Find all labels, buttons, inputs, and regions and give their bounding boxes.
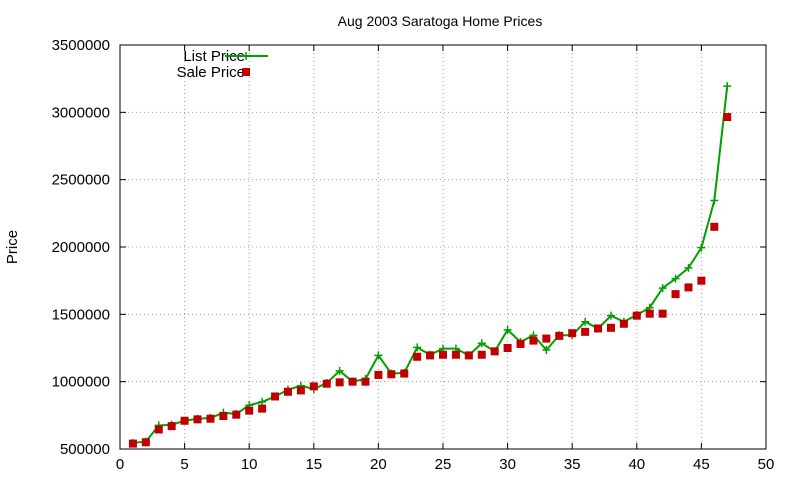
sale-price-point (426, 351, 435, 360)
sale-price-point (258, 404, 267, 413)
sale-price-point (193, 415, 202, 424)
list-price-point (542, 346, 551, 355)
list-price-point (710, 196, 719, 205)
sale-price-point (645, 309, 654, 318)
sale-price-point (594, 324, 603, 333)
y-tick-label: 500000 (60, 441, 110, 458)
legend-swatch-list-price (225, 52, 268, 60)
sale-price-point (503, 344, 512, 352)
y-tick-label: 3500000 (52, 37, 110, 54)
sale-price-point (439, 350, 447, 359)
sale-price-point (658, 309, 667, 318)
list-price-point (413, 343, 422, 352)
sale-price-point (542, 334, 551, 343)
x-tick-label: 15 (305, 456, 322, 473)
sale-price-point (555, 331, 564, 340)
sale-price-point (283, 387, 292, 396)
sale-price-point (529, 336, 538, 345)
list-price-line (132, 85, 729, 444)
sale-price-point (451, 350, 460, 359)
axis-ticks (119, 44, 767, 450)
sale-price-point (568, 329, 577, 338)
grid-lines (120, 45, 766, 449)
sale-price-point (723, 113, 732, 122)
sale-price-point (374, 370, 383, 379)
list-price-point (258, 397, 267, 406)
x-tick-label: 40 (628, 456, 645, 473)
sale-price-point (619, 319, 628, 328)
x-tick-label: 30 (499, 456, 516, 473)
legend-swatch-sale-price (242, 68, 250, 76)
y-tick-labels: 500000 1000000 1500000 2000000 2500000 300000… (52, 37, 110, 458)
legend-label-list-price: List Price (183, 48, 245, 65)
sale-price-point (606, 323, 615, 332)
list-price-point (723, 82, 732, 91)
list-price-point (606, 311, 615, 320)
y-tick-label: 1500000 (52, 306, 110, 323)
x-tick-label: 25 (435, 456, 452, 473)
sale-price-point (154, 425, 163, 434)
sale-price-point (671, 290, 680, 299)
sale-price-point (361, 377, 370, 386)
y-tick-label: 2000000 (52, 239, 110, 256)
sale-price-point (477, 350, 486, 359)
list-price-point (658, 284, 667, 293)
series-layer (128, 82, 732, 448)
sale-price-point (271, 392, 280, 401)
sale-price-point (348, 377, 357, 386)
sale-price-point (309, 382, 318, 391)
y-tick-label: 1000000 (52, 374, 110, 391)
sale-price-point (128, 439, 137, 448)
sale-price-point (180, 416, 189, 425)
legend-item-list-price: List Price (183, 48, 268, 65)
x-tick-label: 35 (564, 456, 581, 473)
sale-price-point (697, 276, 706, 285)
sale-price-point (387, 370, 396, 379)
x-tick-label: 5 (180, 456, 188, 473)
legend-sale-marker (242, 68, 250, 76)
sale-price-point (296, 386, 305, 395)
legend: List Price Sale Price (177, 48, 268, 81)
x-tick-labels: 0 5 10 15 20 25 30 35 40 45 50 (116, 456, 775, 473)
legend-label-sale-price: Sale Price (177, 64, 245, 81)
sale-price-point (413, 352, 422, 361)
sale-price-point (335, 378, 344, 387)
list-price-point (503, 325, 512, 334)
sale-price-point (232, 410, 241, 419)
list-price-point (335, 366, 344, 375)
sale-price-point (490, 347, 499, 356)
y-tick-label: 3000000 (52, 104, 110, 121)
legend-list-marker (242, 52, 250, 60)
sale-price-point (581, 327, 590, 336)
list-price-point (697, 243, 706, 252)
sale-price-point (632, 311, 641, 320)
sale-price-point (141, 438, 150, 447)
list-price-point (671, 274, 680, 283)
x-tick-label: 45 (693, 456, 710, 473)
list-price-point (581, 317, 590, 326)
list-price-point (684, 263, 693, 272)
x-tick-label: 50 (758, 456, 775, 473)
legend-item-sale-price: Sale Price (177, 64, 250, 81)
x-tick-label: 20 (370, 456, 387, 473)
sale-price-point (206, 414, 215, 423)
list-price-point (477, 339, 486, 348)
sale-price-point (516, 339, 525, 348)
sale-price-point (167, 422, 176, 431)
sale-price-point (219, 412, 228, 421)
x-tick-label: 10 (241, 456, 258, 473)
sale-price-point (464, 351, 473, 360)
y-axis-label: Price (4, 230, 21, 264)
chart-title: Aug 2003 Saratoga Home Prices (338, 13, 543, 29)
sale-price-point (710, 222, 719, 231)
list-price-point (374, 351, 383, 360)
sale-price-point (245, 406, 254, 415)
x-tick-label: 0 (116, 456, 124, 473)
y-tick-label: 2500000 (52, 172, 110, 189)
sale-price-point (400, 369, 409, 378)
sale-price-point (684, 283, 693, 292)
sale-price-point (322, 379, 331, 388)
